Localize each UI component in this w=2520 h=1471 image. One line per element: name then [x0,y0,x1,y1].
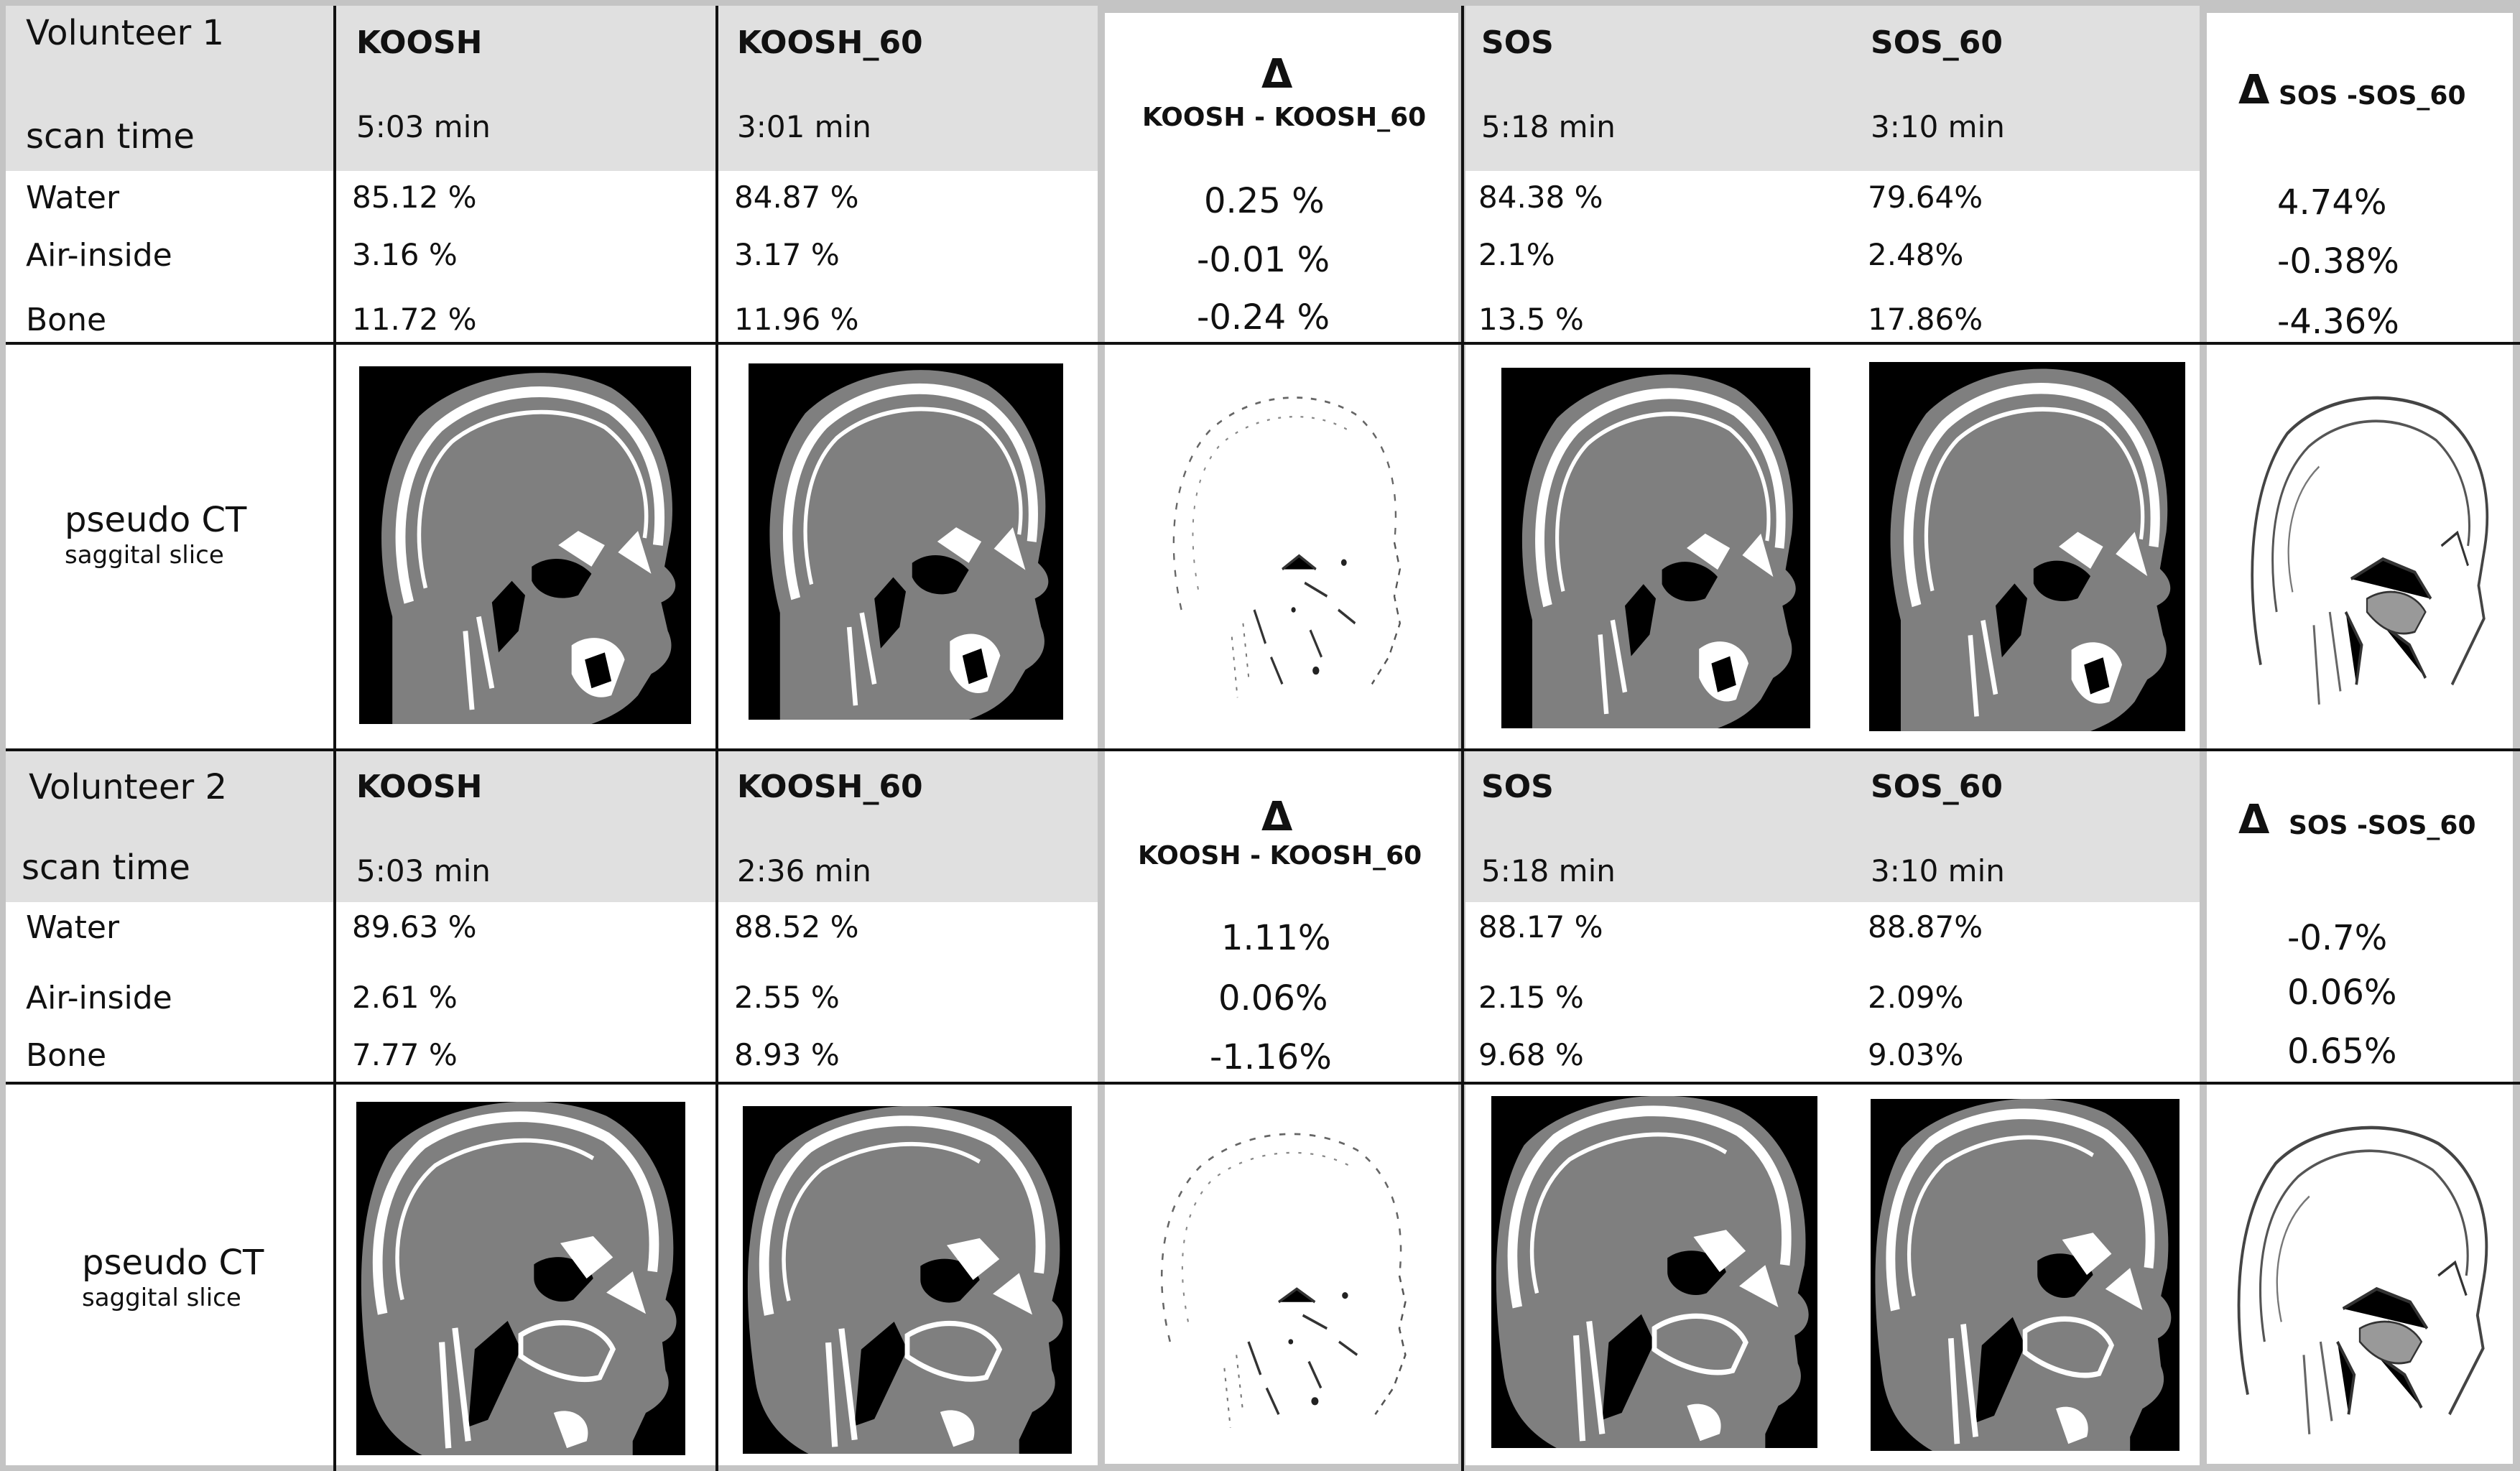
v2-sos-difference-image [2220,1110,2500,1441]
v1-scantime-sos: 5:18 min [1481,109,1616,144]
v1-water-koosh: 85.12 % [352,180,477,215]
v2-bone-sos: 9.68 % [1478,1037,1584,1072]
v1-water-sos60: 79.64% [1868,180,1983,215]
v2-scantime-sos60: 3:10 min [1871,853,2005,888]
v2-bone-koosh: 7.77 % [352,1037,458,1072]
v2-header-shade [6,750,1102,902]
v2-header-shade-sos [1465,750,2204,902]
v2-air-delta-sos: 0.06% [2287,973,2397,1013]
v2-scantime-koosh: 5:03 min [356,853,491,888]
v1-title: Volunteer 1 [26,13,225,53]
v2-sos-ct-image [1491,1096,1817,1448]
v1-row-label-water: Water [26,180,120,216]
v1-header-delta-koosh: KOOSH - KOOSH_60 [1142,103,1427,132]
v1-row-label-air: Air-inside [26,237,172,274]
v2-air-delta-koosh: 0.06% [1218,978,1328,1018]
v2-row-label-water: Water [26,909,120,946]
v1-air-sos: 2.1% [1478,237,1555,272]
v2-header-sos: SOS [1481,769,1554,805]
v2-bone-delta-koosh: -1.16% [1210,1037,1332,1077]
v2-sos60-ct-image [1871,1099,2179,1451]
v2-header-koosh60: KOOSH_60 [737,769,923,805]
v2-water-koosh60: 88.52 % [734,909,859,945]
v2-koosh-ct-image [356,1102,685,1455]
v2-image-label: pseudo CT [82,1243,264,1283]
v1-air-koosh: 3.16 % [352,237,458,272]
v2-bone-koosh60: 8.93 % [734,1037,840,1072]
v2-water-delta-koosh: 1.11% [1221,918,1331,958]
row-divider [6,342,2520,345]
column-divider [1461,6,1464,1471]
v1-header-sos60: SOS_60 [1871,24,2004,61]
v2-header-delta-koosh: KOOSH - KOOSH_60 [1138,841,1422,871]
v1-scantime-koosh: 5:03 min [356,109,491,144]
v1-koosh-ct-image [359,366,691,724]
v2-air-koosh60: 2.55 % [734,980,840,1015]
v1-row-label-bone: Bone [26,302,107,338]
v1-sos-difference-image [2234,381,2500,711]
v1-koosh-difference-image [1142,373,1422,711]
v1-delta-sos-symbol: Δ [2238,67,2270,113]
v1-water-koosh60: 84.87 % [734,180,859,215]
v1-delta-symbol: Δ [1261,51,1293,98]
delta-sos-column-frame [2200,6,2520,1471]
v1-header-shade [6,6,1102,171]
v1-header-shade-sos [1465,6,2204,171]
row-divider [6,748,2520,751]
v1-image-label: pseudo CT [65,500,247,540]
v1-koosh60-ct-image [749,363,1063,720]
v2-scan-time-label: scan time [22,848,190,888]
v1-water-sos: 84.38 % [1478,180,1603,215]
v2-header-sos60: SOS_60 [1871,769,2004,805]
v2-title: Volunteer 2 [29,767,228,807]
v2-water-koosh: 89.63 % [352,909,477,945]
v2-koosh60-ct-image [743,1106,1072,1454]
column-divider [333,6,336,1471]
v2-water-sos: 88.17 % [1478,909,1603,945]
v1-header-delta-sos: SOS -SOS_60 [2279,81,2466,111]
v1-header-sos: SOS [1481,24,1554,61]
v1-bone-koosh: 11.72 % [352,302,477,337]
v2-air-koosh: 2.61 % [352,980,458,1015]
v1-sos-ct-image [1501,368,1810,728]
v1-air-sos60: 2.48% [1868,237,1964,272]
v2-water-sos60: 88.87% [1868,909,1983,945]
v2-air-sos60: 2.09% [1868,980,1964,1015]
v1-scantime-sos60: 3:10 min [1871,109,2005,144]
v1-bone-delta-koosh: -0.24 % [1197,297,1330,338]
v1-header-koosh60: KOOSH_60 [737,24,923,61]
v2-water-delta-sos: -0.7% [2287,918,2388,958]
v1-air-delta-sos: -0.38% [2277,241,2399,282]
v1-header-koosh: KOOSH [356,24,483,61]
v1-scantime-koosh60: 3:01 min [737,109,871,144]
v1-bone-delta-sos: -4.36% [2277,302,2399,342]
v2-koosh-difference-image [1128,1110,1430,1441]
v1-image-sublabel: saggital slice [65,541,224,570]
v2-delta-symbol: Δ [1261,794,1293,840]
v2-delta-sos-symbol: Δ [2238,797,2270,843]
v1-sos60-ct-image [1869,362,2185,731]
column-divider [715,6,718,1471]
v2-scantime-koosh60: 2:36 min [737,853,871,888]
v2-row-label-bone: Bone [26,1037,107,1074]
v1-bone-sos: 13.5 % [1478,302,1584,337]
v1-bone-sos60: 17.86% [1868,302,1983,337]
v2-row-label-air: Air-inside [26,980,172,1016]
v1-water-delta-sos: 4.74% [2277,182,2387,223]
v2-image-sublabel: saggital slice [82,1284,241,1312]
v2-bone-delta-sos: 0.65% [2287,1031,2397,1072]
v2-scantime-sos: 5:18 min [1481,853,1616,888]
v2-header-delta-sos: SOS -SOS_60 [2289,811,2476,840]
v1-scan-time-label: scan time [26,116,195,157]
v1-air-koosh60: 3.17 % [734,237,840,272]
row-divider [6,1082,2520,1085]
v2-header-koosh: KOOSH [356,769,483,805]
v1-water-delta-koosh: 0.25 % [1204,181,1325,221]
v1-air-delta-koosh: -0.01 % [1197,240,1330,280]
v1-bone-koosh60: 11.96 % [734,302,859,337]
v2-bone-sos60: 9.03% [1868,1037,1964,1072]
v2-air-sos: 2.15 % [1478,980,1584,1015]
